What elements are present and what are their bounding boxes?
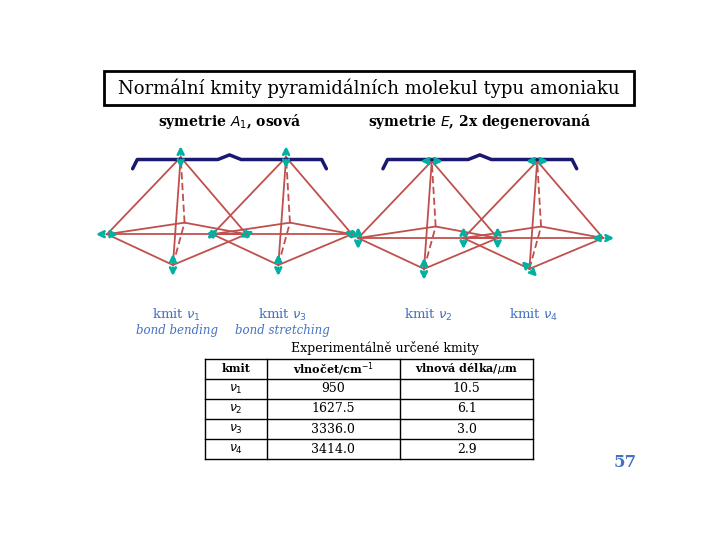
Text: vlnová délka/$\mu$m: vlnová délka/$\mu$m bbox=[415, 361, 518, 376]
Text: $\nu_2$: $\nu_2$ bbox=[229, 402, 243, 416]
Text: $\nu_4$: $\nu_4$ bbox=[229, 442, 243, 456]
Text: Experimentálně určené kmity: Experimentálně určené kmity bbox=[291, 341, 478, 355]
Text: 3414.0: 3414.0 bbox=[312, 443, 355, 456]
Text: kmit $\nu_4$: kmit $\nu_4$ bbox=[509, 307, 558, 323]
Text: 57: 57 bbox=[614, 454, 637, 471]
Text: 2.9: 2.9 bbox=[456, 443, 477, 456]
Text: kmit: kmit bbox=[221, 363, 250, 374]
FancyBboxPatch shape bbox=[104, 71, 634, 105]
Text: $\nu_1$: $\nu_1$ bbox=[229, 382, 243, 395]
Text: Normální kmity pyramidálních molekul typu amoniaku: Normální kmity pyramidálních molekul typ… bbox=[118, 78, 620, 98]
Text: 10.5: 10.5 bbox=[453, 382, 480, 395]
Text: 3336.0: 3336.0 bbox=[312, 422, 355, 436]
Text: 3.0: 3.0 bbox=[456, 422, 477, 436]
Text: 950: 950 bbox=[321, 382, 345, 395]
Text: kmit $\nu_3$: kmit $\nu_3$ bbox=[258, 307, 307, 323]
Text: bond stretching: bond stretching bbox=[235, 324, 330, 337]
Text: 6.1: 6.1 bbox=[456, 402, 477, 415]
Text: symetrie $\mathit{E}$, 2x degenerovaná: symetrie $\mathit{E}$, 2x degenerovaná bbox=[368, 112, 592, 131]
Text: vlnočet/cm$^{-1}$: vlnočet/cm$^{-1}$ bbox=[293, 360, 374, 378]
Text: 1627.5: 1627.5 bbox=[312, 402, 355, 415]
Text: $\nu_3$: $\nu_3$ bbox=[229, 422, 243, 436]
Text: kmit $\nu_1$: kmit $\nu_1$ bbox=[153, 307, 201, 323]
Text: kmit $\nu_2$: kmit $\nu_2$ bbox=[404, 307, 452, 323]
Text: bond bending: bond bending bbox=[136, 324, 218, 337]
Text: symetrie $\mathit{A}_1$, osová: symetrie $\mathit{A}_1$, osová bbox=[158, 112, 301, 131]
